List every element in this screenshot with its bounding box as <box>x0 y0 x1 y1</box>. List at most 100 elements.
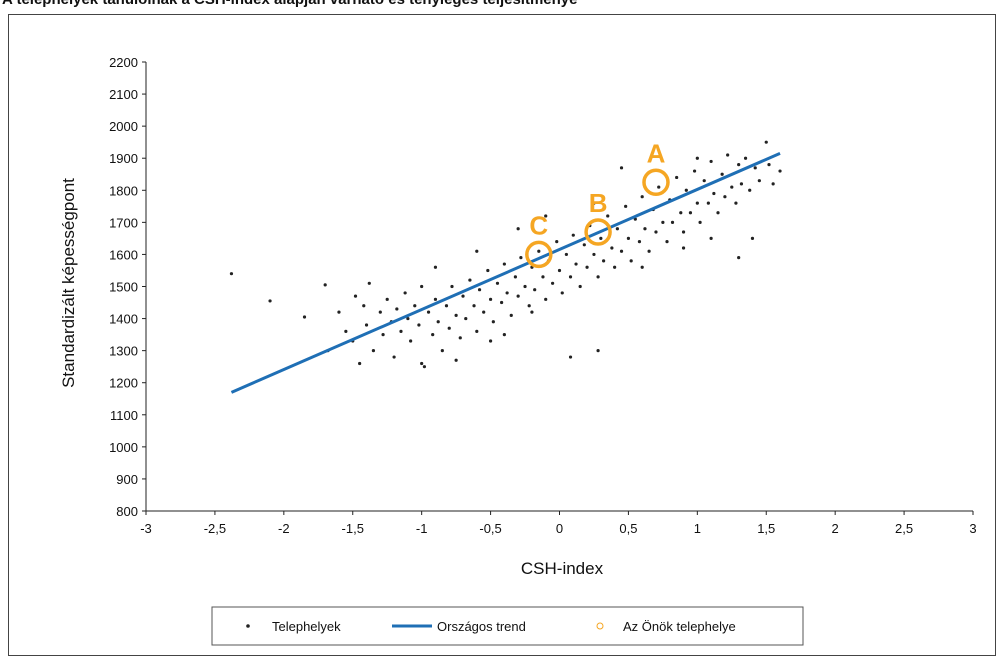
scatter-point <box>461 294 465 298</box>
scatter-point <box>643 227 647 231</box>
scatter-point <box>472 304 476 308</box>
x-tick-label: 3 <box>969 521 976 536</box>
highlight-marker-c <box>525 240 553 269</box>
highlight-label-a: A <box>647 138 666 168</box>
x-tick-label: 0 <box>556 521 563 536</box>
scatter-point <box>440 349 444 353</box>
scatter-point <box>454 313 458 317</box>
scatter-point <box>665 240 669 244</box>
scatter-point <box>541 275 545 279</box>
scatter-point <box>596 349 600 353</box>
scatter-point <box>468 278 472 282</box>
scatter-point <box>610 246 614 250</box>
scatter-point <box>626 236 631 240</box>
scatter-point <box>371 349 376 353</box>
scatter-point <box>422 365 427 369</box>
scatter-point <box>578 284 582 289</box>
scatter-point <box>670 220 675 224</box>
y-tick-label: 1800 <box>109 183 138 198</box>
scatter-point <box>495 281 500 285</box>
y-tick-label: 1300 <box>109 344 138 359</box>
y-tick-label: 2000 <box>109 119 138 134</box>
scatter-point <box>737 256 741 260</box>
scatter-point <box>486 268 490 273</box>
scatter-point <box>513 275 517 279</box>
legend-marker-points <box>246 624 250 628</box>
scatter-point <box>544 297 548 301</box>
scatter-point <box>502 262 506 266</box>
y-tick-label: 900 <box>116 472 138 487</box>
scatter-point <box>527 304 531 308</box>
scatter-point <box>602 259 606 263</box>
legend-marker-highlight <box>596 622 604 630</box>
highlight-marker-b <box>584 218 612 246</box>
scatter-point <box>716 211 720 215</box>
y-tick-label: 1400 <box>109 312 138 327</box>
scatter-point <box>585 265 589 269</box>
scatter-point <box>420 284 424 289</box>
scatter-point <box>417 323 421 327</box>
scatter-point <box>458 336 462 340</box>
scatter-point <box>599 236 603 240</box>
scatter-point <box>505 291 509 295</box>
scatter-point <box>362 304 366 308</box>
y-tick-label: 2200 <box>109 55 138 70</box>
scatter-point <box>344 329 348 333</box>
y-tick-label: 1200 <box>109 376 138 391</box>
scatter-point <box>420 361 424 366</box>
scatter-point <box>757 179 761 183</box>
scatter-point <box>436 320 440 324</box>
scatter-point <box>519 256 523 260</box>
scatter-point <box>619 249 624 253</box>
scatter-point <box>367 281 371 285</box>
x-tick-label: 0,5 <box>619 521 637 536</box>
chart-title: A telephelyek tanulóinak a CSH-index ala… <box>2 0 578 8</box>
scatter-point <box>657 185 661 189</box>
y-tick-label: 1900 <box>109 151 138 166</box>
scatter-point <box>712 191 716 196</box>
scatter-point <box>509 313 513 317</box>
x-tick-label: -2 <box>278 521 290 536</box>
scatter-point <box>739 182 744 186</box>
scatter-point <box>353 294 358 298</box>
legend-box <box>211 606 804 646</box>
scatter-point <box>574 262 578 266</box>
y-tick-label: 800 <box>116 504 138 519</box>
scatter-point <box>568 355 573 359</box>
x-tick-label: -2,5 <box>204 521 226 536</box>
scatter-point <box>444 304 449 308</box>
scatter-point <box>454 358 458 362</box>
legend-label-highlight: Az Önök telephelye <box>623 619 736 634</box>
y-tick-label: 1500 <box>109 280 138 295</box>
scatter-point <box>426 310 431 314</box>
scatter-point <box>433 265 438 269</box>
x-tick-label: -0,5 <box>479 521 501 536</box>
scatter-point <box>629 259 633 263</box>
scatter-point <box>624 204 628 208</box>
scatter-point <box>778 169 782 173</box>
scatter-point <box>679 211 683 215</box>
scatter-point <box>406 316 410 321</box>
scatter-point <box>523 284 527 289</box>
scatter-point <box>530 310 534 314</box>
scatter-point <box>681 246 686 250</box>
scatter-point <box>709 159 713 164</box>
scatter-point <box>544 214 548 218</box>
scatter-point <box>640 265 644 269</box>
scatter-point <box>767 163 771 167</box>
scatter-point <box>654 230 658 234</box>
scatter-point <box>399 329 403 333</box>
scatter-point <box>692 169 697 173</box>
scatter-point <box>568 275 573 279</box>
scatter-point <box>392 355 396 359</box>
y-tick-label: 2100 <box>109 87 138 102</box>
scatter-point <box>378 310 382 314</box>
highlight-label-b: B <box>589 188 608 218</box>
legend: Telephelyek Országos trend Az Önök telep… <box>211 606 804 646</box>
scatter-point <box>551 281 555 285</box>
scatter-point <box>637 240 642 244</box>
chart-frame <box>8 14 996 656</box>
y-tick-label: 1700 <box>109 215 138 230</box>
scatter-point <box>491 320 495 324</box>
scatter-point <box>381 333 385 337</box>
